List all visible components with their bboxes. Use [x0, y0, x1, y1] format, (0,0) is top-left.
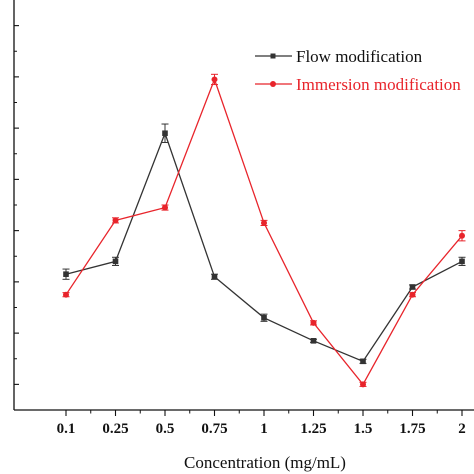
legend-label-flow: Flow modification	[296, 47, 423, 66]
data-point	[261, 219, 267, 226]
data-point	[459, 258, 465, 265]
data-point	[63, 271, 69, 277]
x-tick-label: 0.75	[201, 421, 227, 437]
data-point	[310, 319, 317, 326]
x-tick-label: 0.5	[156, 421, 175, 437]
x-tick-label: 1.25	[300, 421, 326, 437]
data-point	[409, 284, 416, 290]
x-tick-label: 2	[458, 421, 466, 437]
series-immersion-modification	[62, 73, 466, 388]
data-point	[360, 381, 366, 388]
x-axis-title: Concentration (mg/mL)	[184, 453, 346, 472]
axes	[13, 0, 474, 416]
x-tick-labels: 0.1 0.25 0.5 0.75 1 1.25 1.5 1.75 2	[57, 421, 466, 437]
data-point	[261, 314, 267, 321]
x-tick-label: 0.1	[57, 421, 76, 437]
series-line	[65, 131, 463, 363]
series-flow-modification	[62, 123, 466, 365]
x-tick-label: 1.5	[354, 421, 373, 437]
series-line	[65, 77, 463, 386]
x-tick-label: 1	[260, 421, 268, 437]
data-point	[162, 204, 168, 211]
data-point	[63, 291, 69, 298]
data-point	[459, 232, 465, 239]
legend-marker-immersion	[270, 81, 276, 87]
data-point	[112, 217, 119, 224]
legend-marker-flow	[270, 53, 276, 59]
legend-label-immersion: Immersion modification	[296, 75, 461, 94]
x-tick-label: 0.25	[102, 421, 128, 437]
data-point	[211, 273, 218, 280]
data-point	[162, 130, 168, 137]
data-point	[310, 338, 317, 344]
x-tick-label: 1.75	[399, 421, 425, 437]
series-layer	[62, 73, 466, 388]
data-point	[211, 76, 218, 83]
data-point	[360, 358, 366, 365]
data-point	[112, 258, 119, 265]
data-point	[409, 291, 416, 298]
legend: Flow modification Immersion modification	[255, 47, 461, 94]
